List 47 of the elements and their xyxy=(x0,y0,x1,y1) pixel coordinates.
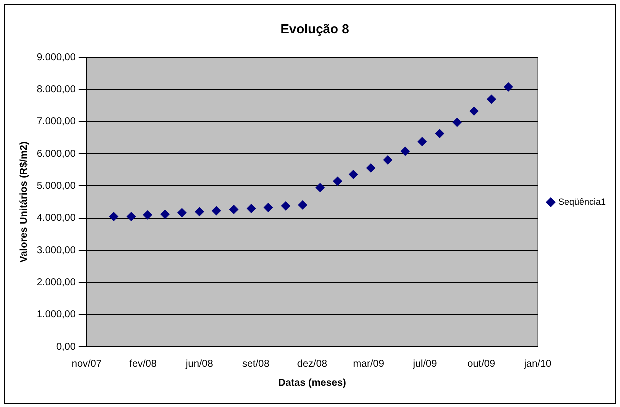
point xyxy=(400,146,410,156)
x-tick-label: mar/09 xyxy=(353,358,385,370)
point xyxy=(247,204,256,214)
point xyxy=(452,118,462,128)
y-tick-label: 2.000,00 xyxy=(36,277,76,288)
legend-label: Seqüência1 xyxy=(558,196,606,207)
point xyxy=(126,212,136,222)
x-tick-label: nov/07 xyxy=(72,358,102,370)
x-tick-label: jun/08 xyxy=(185,358,214,370)
y-tick-label: 3.000,00 xyxy=(36,245,76,256)
point xyxy=(160,210,170,220)
point xyxy=(178,208,187,218)
y-tick-label: 6.000,00 xyxy=(36,148,76,160)
x-tick-label: out/09 xyxy=(468,358,496,370)
point xyxy=(298,200,308,210)
chart-title: Evolução 8 xyxy=(280,21,350,36)
y-axis-title: Valores Unitários (R$/m2) xyxy=(18,142,30,263)
point xyxy=(435,129,444,138)
point xyxy=(504,82,514,92)
y-tick-label: 5.000,00 xyxy=(36,180,76,192)
point xyxy=(230,205,239,214)
point xyxy=(366,164,376,173)
x-tick-label: dez/08 xyxy=(297,358,328,370)
y-tick-label: 0,00 xyxy=(56,342,76,353)
point xyxy=(316,183,325,192)
y-tick-label: 8.000,00 xyxy=(36,84,76,96)
point xyxy=(470,106,479,116)
x-tick-label: fev/08 xyxy=(130,358,158,370)
point xyxy=(143,210,152,220)
y-tick-label: 9.000,00 xyxy=(36,52,76,64)
point xyxy=(383,156,392,165)
y-tick-label: 1.000,00 xyxy=(36,310,76,321)
x-tick-label: set/08 xyxy=(242,358,270,370)
point xyxy=(333,176,342,186)
x-tick-label: jul/09 xyxy=(412,358,438,370)
x-axis-title: Datas (meses) xyxy=(278,378,346,389)
x-tick-label: jan/10 xyxy=(523,358,552,370)
point xyxy=(418,137,427,146)
y-tick-label: 4.000,00 xyxy=(36,213,76,224)
point xyxy=(487,94,496,104)
point xyxy=(349,170,358,180)
point xyxy=(109,212,118,222)
point xyxy=(264,203,273,212)
y-tick-label: 7.000,00 xyxy=(36,116,76,128)
point xyxy=(212,206,222,216)
point xyxy=(281,202,290,211)
point xyxy=(195,207,204,216)
